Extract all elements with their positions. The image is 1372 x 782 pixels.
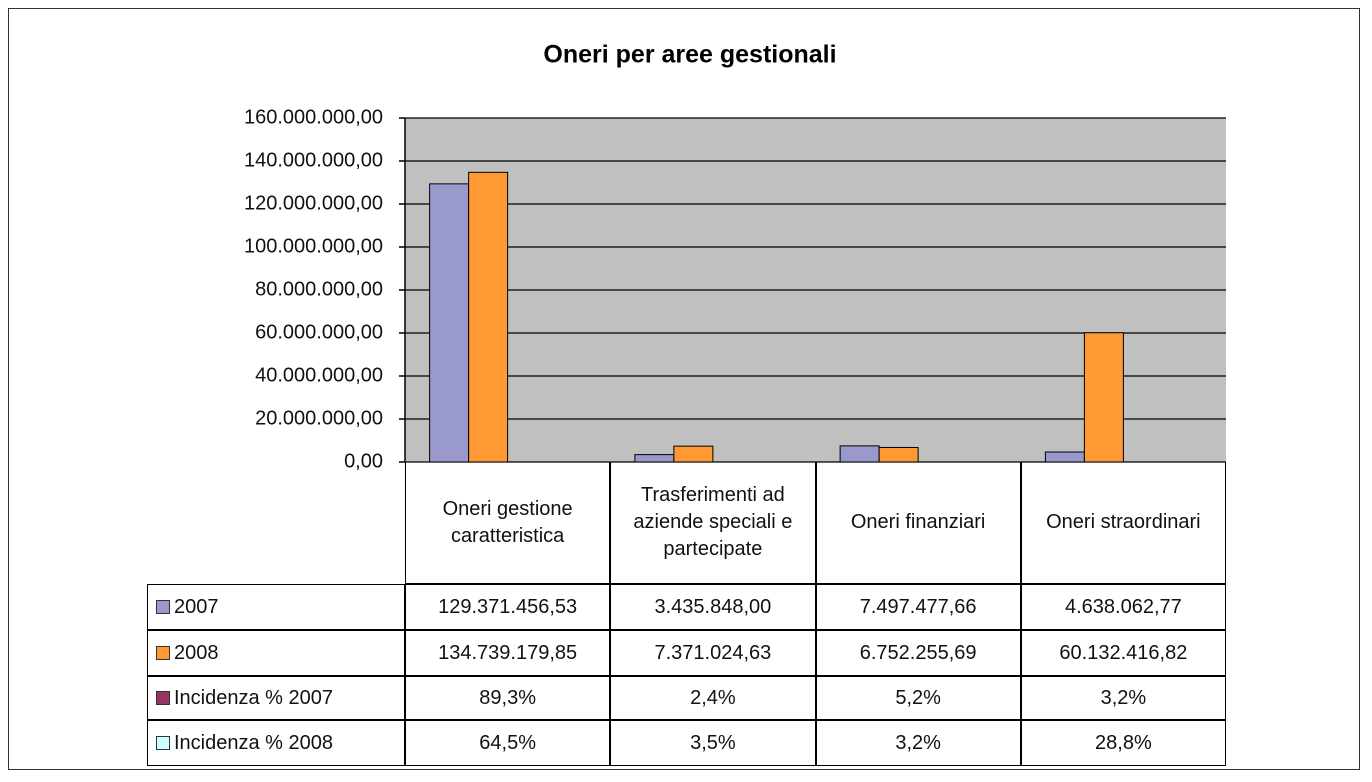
- legend-label: 2008: [174, 641, 219, 664]
- value-label: 60.132.416,82: [1020, 630, 1226, 676]
- y-tick-label: 120.000.000,00: [244, 192, 383, 214]
- y-tick-label: 80.000.000,00: [255, 278, 383, 300]
- legend-swatch: [156, 736, 170, 750]
- value-label: 4.638.062,77: [1020, 584, 1226, 630]
- value-label: 134.739.179,85: [405, 630, 611, 676]
- legend-entry: Incidenza % 2008: [147, 720, 405, 766]
- category-label: Oneri finanziari: [815, 462, 1021, 584]
- value-label: 129.371.456,53: [405, 584, 611, 630]
- y-tick-label: 100.000.000,00: [244, 235, 383, 257]
- legend-swatch: [156, 600, 170, 614]
- bar: [1083, 332, 1124, 463]
- value-label: 5,2%: [815, 676, 1021, 720]
- y-tick-label: 40.000.000,00: [255, 364, 383, 386]
- y-tick-label: 160.000.000,00: [244, 106, 383, 128]
- value-label: 7.371.024,63: [610, 630, 816, 676]
- legend-entry: 2008: [147, 630, 405, 676]
- value-label: 7.497.477,66: [815, 584, 1021, 630]
- value-label: 3,2%: [815, 720, 1021, 766]
- bar: [468, 171, 509, 463]
- value-label: 89,3%: [405, 676, 611, 720]
- category-label: Oneri gestione caratteristica: [405, 462, 611, 584]
- legend-label: 2007: [174, 595, 219, 618]
- value-label: 2,4%: [610, 676, 816, 720]
- value-label: 6.752.255,69: [815, 630, 1021, 676]
- legend-label: Incidenza % 2008: [174, 731, 334, 754]
- bar: [429, 183, 470, 463]
- legend-swatch: [156, 646, 170, 660]
- value-label: 3,5%: [610, 720, 816, 766]
- chart-frame: [8, 8, 1360, 770]
- category-label: Trasferimenti ad aziende speciali e part…: [610, 462, 816, 584]
- bar: [634, 454, 675, 463]
- value-label: 28,8%: [1020, 720, 1226, 766]
- value-label: 64,5%: [405, 720, 611, 766]
- value-label: 3.435.848,00: [610, 584, 816, 630]
- y-tick-label: 0,00: [344, 450, 383, 472]
- bar: [839, 445, 880, 463]
- y-tick-label: 60.000.000,00: [255, 321, 383, 343]
- legend-entry: Incidenza % 2007: [147, 676, 405, 720]
- bar: [1044, 451, 1085, 463]
- bar: [673, 445, 714, 463]
- legend-label: Incidenza % 2007: [174, 686, 334, 709]
- chart-title: Oneri per aree gestionali: [543, 41, 836, 69]
- value-label: 3,2%: [1020, 676, 1226, 720]
- legend-swatch: [156, 691, 170, 705]
- y-tick-label: 20.000.000,00: [255, 407, 383, 429]
- legend-entry: 2007: [147, 584, 405, 630]
- category-label: Oneri straordinari: [1020, 462, 1226, 584]
- bar: [878, 446, 919, 463]
- y-tick-label: 140.000.000,00: [244, 149, 383, 171]
